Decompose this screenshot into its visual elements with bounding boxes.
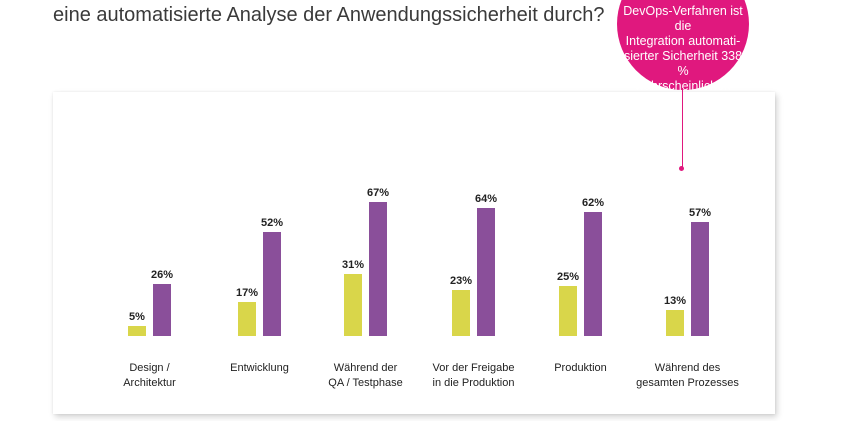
bar-purple-6 bbox=[691, 222, 709, 336]
category-label: Entwicklung bbox=[230, 362, 289, 374]
callout-pointer-line bbox=[682, 88, 683, 168]
chart-heading: eine automatisierte Analyse der Anwendun… bbox=[53, 4, 605, 26]
value-label: 31% bbox=[342, 259, 364, 271]
value-label: 25% bbox=[557, 271, 579, 283]
bar-purple-5 bbox=[584, 212, 602, 336]
bar-yellow-4 bbox=[452, 290, 470, 336]
value-label: 52% bbox=[261, 217, 283, 229]
category-label: Vor der Freigabe in die Produktion bbox=[433, 362, 515, 389]
value-label: 64% bbox=[475, 193, 497, 205]
value-label: 26% bbox=[151, 269, 173, 281]
value-label: 62% bbox=[582, 197, 604, 209]
chart-card bbox=[53, 92, 775, 414]
bar-yellow-3 bbox=[344, 274, 362, 336]
category-label: Design / Architektur bbox=[123, 362, 176, 389]
bar-yellow-6 bbox=[666, 310, 684, 336]
value-label: 13% bbox=[664, 295, 686, 307]
callout-text: DevOps-Verfahren ist die Integration aut… bbox=[623, 4, 743, 93]
callout-bubble: DevOps-Verfahren ist die Integration aut… bbox=[617, 0, 749, 93]
value-label: 17% bbox=[236, 287, 258, 299]
value-label: 57% bbox=[689, 207, 711, 219]
bar-yellow-5 bbox=[559, 286, 577, 336]
bar-purple-2 bbox=[263, 232, 281, 336]
bar-purple-4 bbox=[477, 208, 495, 336]
value-label: 67% bbox=[367, 187, 389, 199]
bar-yellow-1 bbox=[128, 326, 146, 336]
bar-yellow-2 bbox=[238, 302, 256, 336]
bar-purple-3 bbox=[369, 202, 387, 336]
value-label: 23% bbox=[450, 275, 472, 287]
category-label: Während der QA / Testphase bbox=[328, 362, 402, 389]
bar-chart: 5% 26% Design / Architektur 17% 52% Entwicklun… bbox=[123, 187, 739, 389]
category-label: Produktion bbox=[554, 362, 607, 374]
callout-pointer-dot bbox=[679, 166, 684, 171]
category-label: Während des gesamten Prozesses bbox=[636, 362, 739, 389]
bar-purple-1 bbox=[153, 284, 171, 336]
value-label: 5% bbox=[129, 311, 145, 323]
